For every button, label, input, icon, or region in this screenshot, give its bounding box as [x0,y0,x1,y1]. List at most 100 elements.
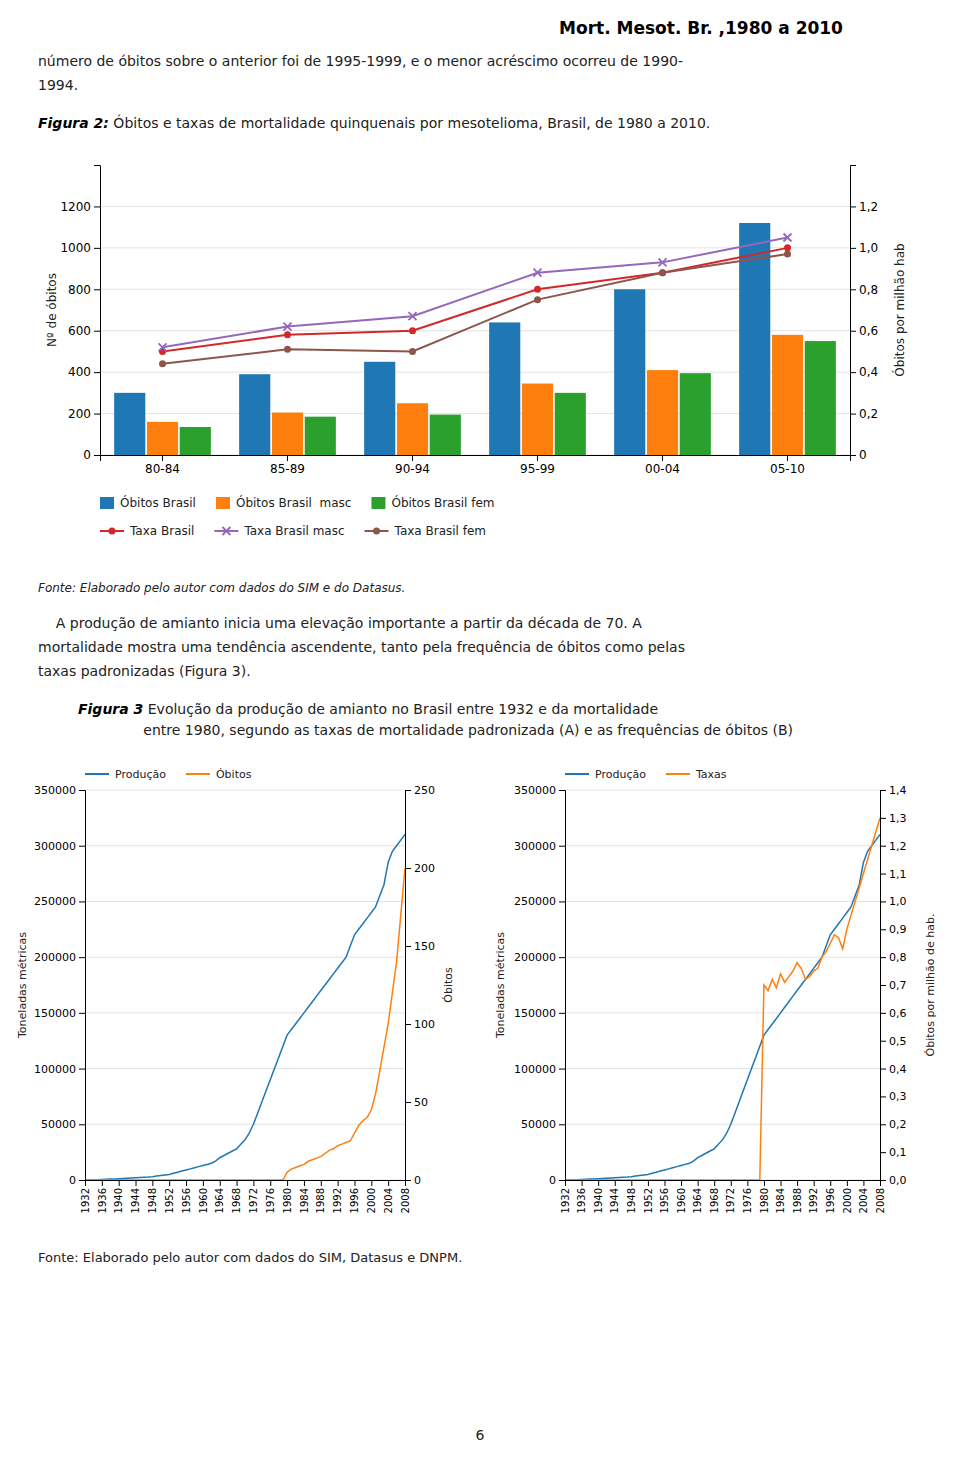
tick: 0,4 [850,365,878,379]
tick: 1936 [576,1180,587,1213]
chart: 1932193619401944194819521956196019641968… [16,768,455,1214]
text-line: taxas padronizadas (Figura 3). [38,663,251,679]
caption-label: Figura 3 [78,701,143,717]
line [163,238,788,348]
page-texts: Mort. Mesot. Br. ,1980 a 2010número de ó… [38,18,843,1443]
grid [565,790,880,1180]
marker [659,269,666,276]
grid-line [85,845,405,846]
tick-label: 1972 [725,1188,736,1213]
tick: 1972 [248,1180,259,1213]
tick-label: 100 [414,1018,435,1031]
tick: 95-99 [520,455,555,476]
bar [805,341,836,455]
tick-mark [880,818,886,819]
tick: 0,6 [880,1007,907,1020]
tick: 2004 [858,1180,869,1213]
tick: 350000 [514,784,565,797]
tick: 0,7 [880,979,907,992]
tick-label: 2004 [858,1188,869,1213]
tick-label: 1,0 [889,895,907,908]
legend-item: Taxas [666,768,727,781]
tick: 1944 [130,1180,141,1213]
tick-mark [79,957,85,958]
y2-axis-title: Óbitos por milhão hab [892,243,907,376]
tick-label: 05-10 [770,462,805,476]
tick: 1960 [198,1180,209,1213]
tick-mark [94,289,100,290]
tick-mark [880,1180,886,1181]
tick-mark [102,1180,103,1186]
y-axis-title: Toneladas métricas [16,932,29,1039]
tick: 05-10 [770,455,805,476]
y-axis: 020040060080010001200 [60,166,100,463]
marker [284,331,291,338]
marker [659,258,667,266]
tick-label: 2008 [400,1188,411,1213]
legend-marker [373,528,380,535]
tick: 1000 [60,241,100,255]
x-axis: 1932193619401944194819521956196019641968… [80,1180,411,1213]
tick: 2008 [400,1180,411,1213]
tick-mark [880,929,886,930]
tick: 1956 [659,1180,670,1213]
bar [305,417,336,455]
tick-mark [847,1180,848,1186]
tick-label: 0,9 [889,923,907,936]
tick-mark [371,1180,372,1186]
tick-label: 1,2 [889,840,907,853]
tick-label: 0,7 [889,979,907,992]
grid-line [100,206,850,207]
tick-label: 150000 [34,1007,76,1020]
y-axis-title: Toneladas métricas [494,932,507,1039]
tick-mark [880,1041,886,1042]
tick-label: 1000 [60,241,91,255]
legend-item: Produção [85,768,166,781]
tick-label: 50000 [521,1118,556,1131]
tick-label: 1940 [593,1188,604,1213]
bar-series [180,341,836,455]
tick-label: 1932 [80,1188,91,1213]
legend-swatch [565,773,589,775]
marker [409,348,416,355]
grid-line [565,957,880,958]
markers [159,244,791,355]
y2-axis-title: Óbitos [442,967,455,1003]
tick-label: 1988 [792,1188,803,1213]
legend-marker [222,527,230,535]
tick-label: 2000 [366,1188,377,1213]
tick-label: 0 [859,448,867,462]
tick-label: 300000 [34,840,76,853]
tick-label: 1964 [214,1188,225,1213]
tick-label: 0,1 [889,1146,907,1159]
text-line: Óbitos e taxas de mortalidade quinquenai… [109,114,710,131]
tick-mark [559,846,565,847]
bar [772,335,803,455]
legend-item: Óbitos Brasil [100,495,196,510]
tick-mark [186,1180,187,1186]
tick-label: 0 [83,448,91,462]
tick: 0 [83,448,100,462]
tick-mark [747,1180,748,1186]
tick-mark [559,1180,565,1181]
tick-mark [412,455,413,461]
tick-mark [405,1024,411,1025]
tick-mark [79,1124,85,1125]
tick-mark [880,790,886,791]
tick-mark [787,455,788,461]
tick-label: 150000 [514,1007,556,1020]
tick-label: 100000 [34,1063,76,1076]
tick-label: 1976 [742,1188,753,1213]
tick: 1,0 [880,895,907,908]
bar [147,422,178,455]
grid-line [565,1012,880,1013]
tick-label: 0,5 [889,1035,907,1048]
tick-mark [354,1180,355,1186]
tick: 1988 [315,1180,326,1213]
legend: ProduçãoTaxas [565,768,727,781]
tick-label: 0 [69,1174,76,1187]
tick-mark [850,331,856,332]
legend-label: Óbitos Brasil masc [236,495,351,510]
grid-line [565,1124,880,1125]
legend-swatch [100,497,114,509]
